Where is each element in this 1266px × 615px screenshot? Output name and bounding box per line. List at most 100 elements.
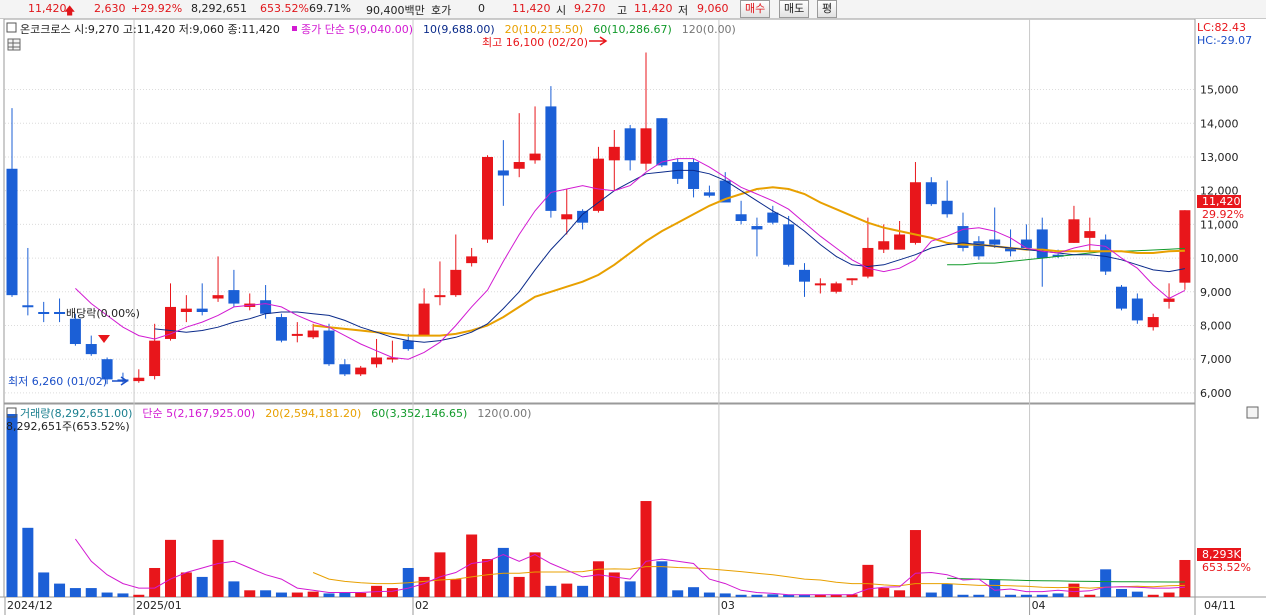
- date-axis: 2024/12 2025/01 02 03 04 04/11: [4, 597, 1236, 615]
- candle-body: [799, 269, 810, 282]
- ma10-line: [154, 169, 1185, 343]
- price-tick-label: 14,000: [1200, 117, 1239, 130]
- candle-body: [561, 214, 573, 220]
- price-header: 온코크로스 시:9,270 고:11,420 저:9,060 종:11,420: [20, 23, 280, 36]
- volume-bar: [830, 594, 842, 597]
- volume-bar: [878, 588, 890, 597]
- candle-body: [339, 364, 351, 375]
- candle-body: [402, 340, 414, 350]
- candle-body: [1068, 219, 1080, 243]
- buy-button[interactable]: 매수: [740, 0, 771, 18]
- volume-tag-text: 8,293K: [1202, 548, 1241, 561]
- candle-body: [878, 241, 890, 250]
- volume-bar: [751, 594, 763, 597]
- date-tick-label: 04: [1032, 599, 1046, 612]
- candle-body: [6, 168, 18, 296]
- volume-bar: [767, 594, 779, 597]
- candle-body: [592, 158, 604, 211]
- volume-bar: [212, 539, 224, 597]
- candle-body: [894, 234, 906, 250]
- volume-bar: [640, 501, 652, 597]
- table-icon[interactable]: [7, 38, 21, 51]
- volume-bar: [165, 539, 176, 597]
- candle-body: [814, 283, 826, 286]
- candle-body: [513, 162, 525, 169]
- ma-legend: 종가 단순 5(9,040.00) 10(9,688.00) 20(10,215.5…: [292, 23, 736, 36]
- volume-pct-tag-text: 653.52%: [1202, 561, 1251, 574]
- volume-bar: [672, 590, 684, 597]
- candle-body: [291, 333, 303, 336]
- candle-body: [751, 226, 763, 230]
- price-tick-label: 13,000: [1200, 151, 1239, 164]
- candle-body: [260, 300, 272, 314]
- volume-bar: [656, 561, 668, 597]
- volume-bar: [196, 576, 208, 597]
- volume-bar: [862, 564, 874, 597]
- volume-bar: [244, 590, 256, 597]
- candle-body: [608, 146, 620, 161]
- candle-body: [624, 128, 636, 161]
- candle-body: [577, 210, 589, 223]
- candle-body: [149, 340, 161, 377]
- volume-bar: [69, 588, 81, 597]
- panel-menu-icon[interactable]: [1246, 406, 1259, 419]
- price-tick-label: 15,000: [1200, 84, 1239, 97]
- candle-body: [719, 180, 731, 203]
- volume-bar: [1052, 593, 1064, 597]
- high-label: 고: [617, 4, 628, 17]
- collapse-icon[interactable]: [6, 22, 17, 33]
- low-label: 저: [678, 4, 689, 17]
- volume-moving-averages: [74, 538, 1185, 596]
- candle-body: [688, 162, 700, 189]
- stock-chart[interactable]: 15,000 14,000 13,000 12,000 11,000 10,000 9,00…: [0, 19, 1266, 615]
- volume-bar: [466, 534, 478, 597]
- date-tick-label: 2025/01: [136, 599, 182, 612]
- current-price: 11,420: [28, 2, 67, 15]
- volume-bar: [783, 594, 795, 597]
- volume-bar: [894, 590, 906, 597]
- pct-tag-text: 29.92%: [1202, 208, 1244, 221]
- candle-body: [1052, 254, 1064, 257]
- candle-body: [482, 156, 493, 240]
- low-arrow-icon: [112, 376, 129, 386]
- volume-legend-item: 거래량(8,292,651.00): [20, 407, 132, 420]
- low-price: 9,060: [697, 2, 729, 15]
- candle-body: [497, 170, 509, 176]
- volume-bar: [323, 593, 335, 597]
- volume-bar: [291, 592, 303, 597]
- volume-bar: [513, 576, 525, 597]
- sell-button[interactable]: 매도: [779, 0, 810, 18]
- volume-legend-item: 20(2,594,181.20): [265, 407, 361, 420]
- volume-bar: [1147, 594, 1159, 597]
- eval-button[interactable]: 평: [817, 0, 838, 18]
- ma20-line: [312, 186, 1185, 337]
- price-change: 2,630: [94, 2, 126, 15]
- ex-dividend-annotation: 배당락(0.00%): [66, 307, 140, 320]
- ma-legend-item: 60(10,286.67): [593, 23, 672, 36]
- volume-bar: [799, 594, 810, 597]
- price-panel: [3, 19, 1196, 404]
- price-tag-text: 11,420: [1202, 195, 1241, 208]
- volume-bar: [22, 527, 34, 597]
- volume-bar: [735, 594, 747, 597]
- candle-body: [735, 214, 747, 221]
- ma60-line: [947, 247, 1185, 266]
- volume-bar: [260, 590, 272, 597]
- volume-bar: [719, 593, 731, 597]
- volume-bar: [149, 567, 161, 597]
- date-tick-label: 03: [721, 599, 735, 612]
- price-tick-label: 6,000: [1200, 387, 1232, 400]
- price-tick-label: 8,000: [1200, 319, 1232, 332]
- volume-collapse-icon[interactable]: [6, 407, 17, 418]
- volume-bar: [1005, 594, 1017, 597]
- volume-bar: [275, 592, 287, 597]
- candle-body: [434, 295, 446, 298]
- ex-dividend-marker-icon: [98, 335, 110, 343]
- volume-bar: [577, 585, 589, 597]
- candle-body: [323, 330, 335, 365]
- volume-legend-item: 60(3,352,146.65): [371, 407, 467, 420]
- candle-body: [989, 239, 1001, 245]
- volume-ma5-line: [74, 538, 1185, 596]
- volume-bar: [1131, 591, 1143, 597]
- trade-value: 90,400백만: [366, 4, 425, 17]
